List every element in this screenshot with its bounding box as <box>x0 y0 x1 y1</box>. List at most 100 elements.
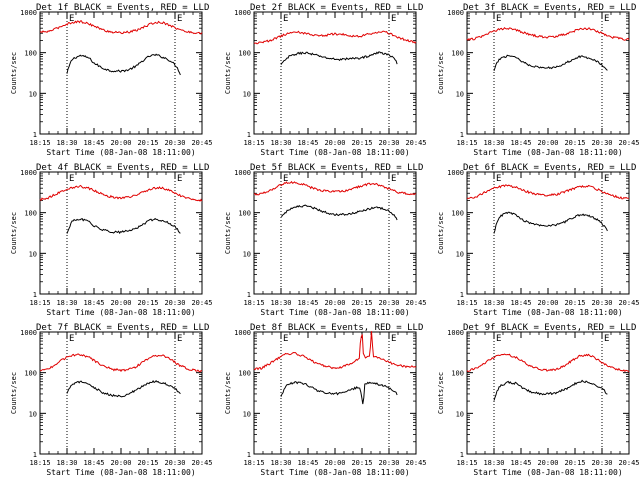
plot-frame <box>253 11 417 135</box>
y-tick-label: 10 <box>29 90 37 98</box>
y-tick-label: 10 <box>456 250 464 258</box>
x-tick-label: 20:30 <box>164 299 185 307</box>
series-line-events <box>493 211 608 234</box>
marker-label: E <box>283 334 288 344</box>
y-axis-label: Counts/sec <box>224 52 232 94</box>
x-tick-label: 20:45 <box>618 139 639 147</box>
y-axis-label: Counts/sec <box>10 212 18 254</box>
x-tick-label: 20:45 <box>191 139 212 147</box>
x-tick-label: 20:30 <box>591 459 612 467</box>
y-tick-label: 1000 <box>234 9 251 17</box>
series-line-events <box>280 381 398 405</box>
x-tick-label: 20:30 <box>164 459 185 467</box>
x-tick-label: 20:45 <box>191 459 212 467</box>
x-tick-label: 18:45 <box>297 299 318 307</box>
x-tick-label: 20:45 <box>618 299 639 307</box>
y-tick-label: 1000 <box>20 329 37 337</box>
y-axis-label: Counts/sec <box>224 212 232 254</box>
marker-label: E <box>604 334 609 344</box>
x-tick-label: 20:15 <box>564 459 585 467</box>
y-tick-label: 100 <box>238 50 251 58</box>
y-tick-label: 10 <box>243 410 251 418</box>
plot-frame <box>39 331 203 455</box>
y-tick-label: 100 <box>24 370 37 378</box>
y-tick-label: 10 <box>29 410 37 418</box>
y-tick-label: 1000 <box>447 9 464 17</box>
y-tick-label: 10 <box>243 250 251 258</box>
marker-label: E <box>391 174 396 184</box>
chart-det-8f: Det 8f BLACK = Events, RED = LLD 1 10 100 10… <box>224 323 427 477</box>
y-axis-label: Counts/sec <box>224 372 232 414</box>
chart-det-4f: Det 4f BLACK = Events, RED = LLD 1 10 100 10… <box>10 163 213 317</box>
x-tick-label: 20:30 <box>591 299 612 307</box>
x-tick-label: 20:15 <box>137 299 158 307</box>
chart-title: Det 8f BLACK = Events, RED = LLD <box>250 323 423 333</box>
plot-frame <box>466 11 630 135</box>
x-tick-label: 20:00 <box>537 139 558 147</box>
x-axis-label: Start Time (08-Jan-08 18:11:00) <box>46 468 195 477</box>
x-tick-label: 20:15 <box>564 299 585 307</box>
y-tick-label: 100 <box>24 50 37 58</box>
series-line-lld <box>466 184 630 200</box>
y-tick-label: 10 <box>243 90 251 98</box>
series-line-events <box>280 51 398 65</box>
series-line-lld <box>253 30 417 45</box>
x-tick-label: 20:45 <box>405 139 426 147</box>
marker-label: E <box>604 174 609 184</box>
y-tick-label: 1000 <box>234 329 251 337</box>
marker-label: E <box>283 174 288 184</box>
series-line-events <box>66 379 181 398</box>
y-tick-label: 10 <box>456 90 464 98</box>
x-tick-label: 20:30 <box>591 139 612 147</box>
x-tick-label: 18:30 <box>56 139 77 147</box>
x-axis-label: Start Time (08-Jan-08 18:11:00) <box>473 468 622 477</box>
chart-det-1f: Det 1f BLACK = Events, RED = LLD 1 10 100 10… <box>10 3 213 157</box>
y-tick-label: 1 <box>33 131 37 139</box>
chart-title: Det 4f BLACK = Events, RED = LLD <box>36 163 209 173</box>
x-tick-label: 18:15 <box>456 459 477 467</box>
x-tick-label: 18:15 <box>456 139 477 147</box>
chart-title: Det 5f BLACK = Events, RED = LLD <box>250 163 423 173</box>
chart-title: Det 2f BLACK = Events, RED = LLD <box>250 3 423 13</box>
y-tick-label: 100 <box>451 50 464 58</box>
series-line-events <box>493 379 608 401</box>
y-tick-label: 1000 <box>447 169 464 177</box>
x-axis-label: Start Time (08-Jan-08 18:11:00) <box>260 468 409 477</box>
plot-frame <box>466 171 630 295</box>
x-tick-label: 18:45 <box>83 139 104 147</box>
y-tick-label: 1000 <box>20 9 37 17</box>
x-tick-label: 18:30 <box>270 459 291 467</box>
x-tick-label: 18:45 <box>510 299 531 307</box>
chart-det-5f: Det 5f BLACK = Events, RED = LLD 1 10 100 10… <box>224 163 427 317</box>
x-tick-label: 18:15 <box>456 299 477 307</box>
x-tick-label: 18:15 <box>29 299 50 307</box>
series-line-lld <box>466 353 630 373</box>
x-tick-label: 18:45 <box>83 459 104 467</box>
x-tick-label: 20:30 <box>378 139 399 147</box>
x-tick-label: 20:15 <box>351 139 372 147</box>
x-tick-label: 20:00 <box>110 459 131 467</box>
x-tick-label: 20:00 <box>324 139 345 147</box>
x-tick-label: 18:15 <box>29 139 50 147</box>
chart-title: Det 6f BLACK = Events, RED = LLD <box>463 163 636 173</box>
marker-label: E <box>391 14 396 24</box>
marker-label: E <box>604 14 609 24</box>
x-axis-label: Start Time (08-Jan-08 18:11:00) <box>260 148 409 157</box>
y-axis-label: Counts/sec <box>437 52 445 94</box>
marker-label: E <box>177 14 182 24</box>
x-tick-label: 20:00 <box>537 459 558 467</box>
y-tick-label: 100 <box>238 370 251 378</box>
y-axis-label: Counts/sec <box>437 212 445 254</box>
chart-title: Det 1f BLACK = Events, RED = LLD <box>36 3 209 13</box>
marker-label: E <box>496 334 501 344</box>
marker-label: E <box>496 174 501 184</box>
y-tick-label: 1 <box>460 451 464 459</box>
x-tick-label: 18:30 <box>56 459 77 467</box>
y-tick-label: 100 <box>451 210 464 218</box>
y-axis-label: Counts/sec <box>10 372 18 414</box>
y-tick-label: 1000 <box>234 169 251 177</box>
x-tick-label: 20:15 <box>137 459 158 467</box>
x-tick-label: 18:45 <box>83 299 104 307</box>
series-line-lld <box>466 26 630 41</box>
